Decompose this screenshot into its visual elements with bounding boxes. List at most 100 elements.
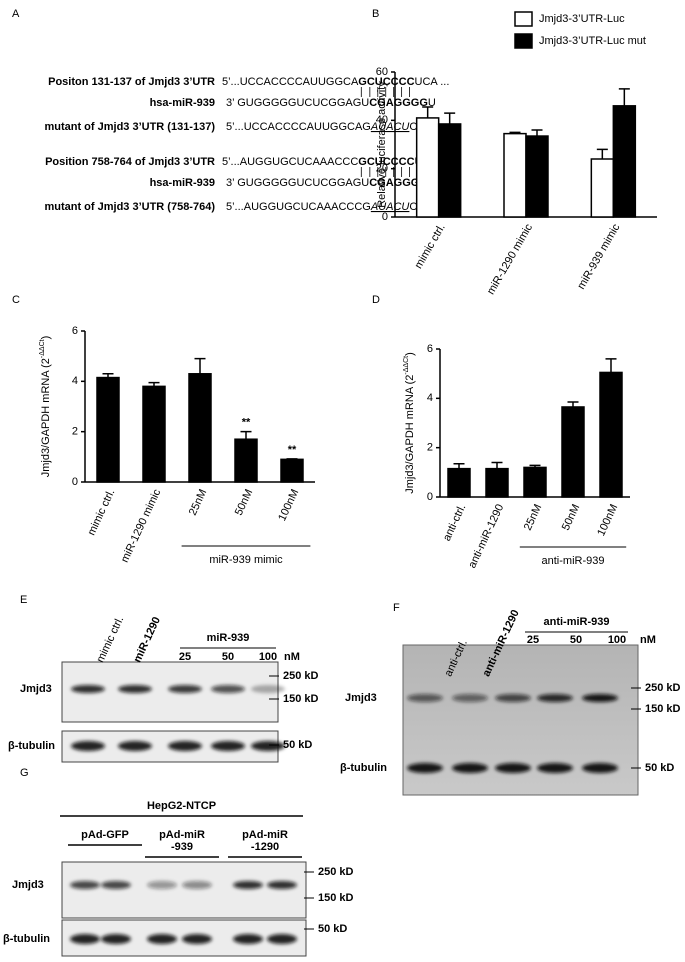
bar (612, 105, 637, 218)
y-axis-label-part: -ΔΔCt (403, 356, 410, 375)
group-label: anti-miR-939 (543, 616, 609, 628)
band (71, 741, 105, 751)
band (168, 685, 202, 693)
y-axis-label-part: ) (404, 352, 416, 356)
error-bar (240, 430, 252, 440)
y-tick-label: 20 (376, 163, 388, 175)
bar (415, 117, 440, 218)
blot-row-label: Jmjd3 (12, 879, 44, 891)
band (495, 694, 531, 702)
y-tick-label: 4 (72, 375, 78, 387)
sequence-part: CGAGGGG (369, 177, 428, 189)
band (267, 881, 297, 889)
blot-title: HepG2-NTCP (147, 800, 216, 812)
sequence-name: hsa-miR-939 (150, 177, 215, 189)
y-tick-label: 6 (427, 343, 433, 355)
bar (142, 385, 166, 483)
band (147, 881, 177, 889)
band (101, 934, 131, 944)
bar (96, 376, 120, 483)
band (251, 741, 285, 751)
group-label: miR-939 (207, 632, 250, 644)
bar (280, 458, 304, 483)
dose-label: 50 (570, 634, 582, 646)
panel-label: G (20, 767, 29, 779)
sequence: 3’ GUGGGGGUCUCGGAGUCGAGGGGU (226, 97, 436, 109)
unit-label: nM (640, 634, 656, 646)
group-label: -1290 (251, 841, 279, 853)
band (147, 934, 177, 944)
y-tick-label: 0 (72, 476, 78, 488)
panel-label: E (20, 594, 27, 606)
blot-row-label: Jmjd3 (345, 692, 377, 704)
band (101, 881, 131, 889)
blot-row-label: β-tubulin (340, 762, 387, 774)
blot-row-label: β-tubulin (3, 933, 50, 945)
sequence-name: hsa-miR-939 (150, 97, 215, 109)
marker-label: 150 kD (645, 703, 681, 715)
blot-row-label: β-tubulin (8, 740, 55, 752)
group-label: pAd-miR (242, 829, 288, 841)
marker-label: 50 kD (318, 923, 347, 935)
bar (525, 135, 549, 218)
y-tick-label: 0 (382, 211, 388, 223)
group-label: pAd-GFP (81, 829, 129, 841)
error-bar (531, 129, 543, 137)
panel-label: D (372, 294, 380, 306)
band (495, 763, 531, 773)
sequence-name: mutant of Jmjd3 3’UTR (131-137) (44, 121, 215, 133)
bar (523, 466, 547, 498)
sequence-part: 5’...UCCACCCCAUUGGCAG (226, 121, 371, 133)
y-tick-label: 6 (72, 325, 78, 337)
group-label: -939 (171, 841, 193, 853)
bar (447, 467, 471, 498)
marker-label: 150 kD (318, 892, 354, 904)
y-axis-label: Relative luciferase activity (376, 81, 388, 208)
bar (437, 123, 462, 218)
band (251, 685, 285, 693)
panel-label: B (372, 8, 379, 20)
error-bar (444, 112, 456, 124)
band (452, 763, 488, 773)
dose-label: 25 (179, 651, 191, 663)
bar (188, 373, 212, 483)
sequence-part: AUACU (370, 121, 410, 133)
unit-label: nM (284, 651, 300, 663)
sequence-part: UCA ... (415, 76, 450, 88)
marker-label: 250 kD (283, 670, 319, 682)
sequence: 5’...UCCACCCCAUUGGCAGCUCCCCUCA ... (222, 76, 449, 88)
group-label: pAd-miR (159, 829, 205, 841)
error-bar (618, 88, 630, 106)
error-bar (567, 401, 579, 407)
bar (599, 371, 623, 498)
y-axis-label: Jmjd3/GAPDH mRNA (2-ΔΔCt) (403, 352, 416, 494)
error-bar (491, 461, 503, 469)
band (182, 881, 212, 889)
legend-label: Jmjd3-3’UTR-Luc (539, 13, 625, 25)
sequence: 5’...AUGGUGCUCAAACCCGCUCCCCUCC... (222, 156, 448, 168)
bar (590, 158, 615, 218)
band (233, 881, 263, 889)
band (407, 694, 443, 702)
band (168, 741, 202, 751)
blot-frame (61, 861, 307, 919)
significance: ** (242, 417, 251, 429)
y-axis-label-part: Jmjd3/GAPDH mRNA (2 (40, 358, 52, 477)
band (118, 741, 152, 751)
band (211, 741, 245, 751)
sequence-part: AUACU (370, 201, 410, 213)
y-tick-label: 40 (376, 114, 388, 126)
error-bar (596, 148, 608, 159)
legend-swatch (514, 11, 533, 27)
band (211, 685, 245, 693)
y-axis-label-part: ) (40, 336, 52, 340)
error-bar (422, 106, 434, 118)
band (537, 694, 573, 702)
y-tick-label: 0 (427, 491, 433, 503)
sequence-part: U (428, 97, 436, 109)
bar (485, 467, 509, 498)
sequence-part: 5’...AUGGUGCUCAAACCC (222, 156, 358, 168)
band (537, 763, 573, 773)
group-label: miR-939 mimic (209, 554, 283, 566)
band (582, 694, 618, 702)
